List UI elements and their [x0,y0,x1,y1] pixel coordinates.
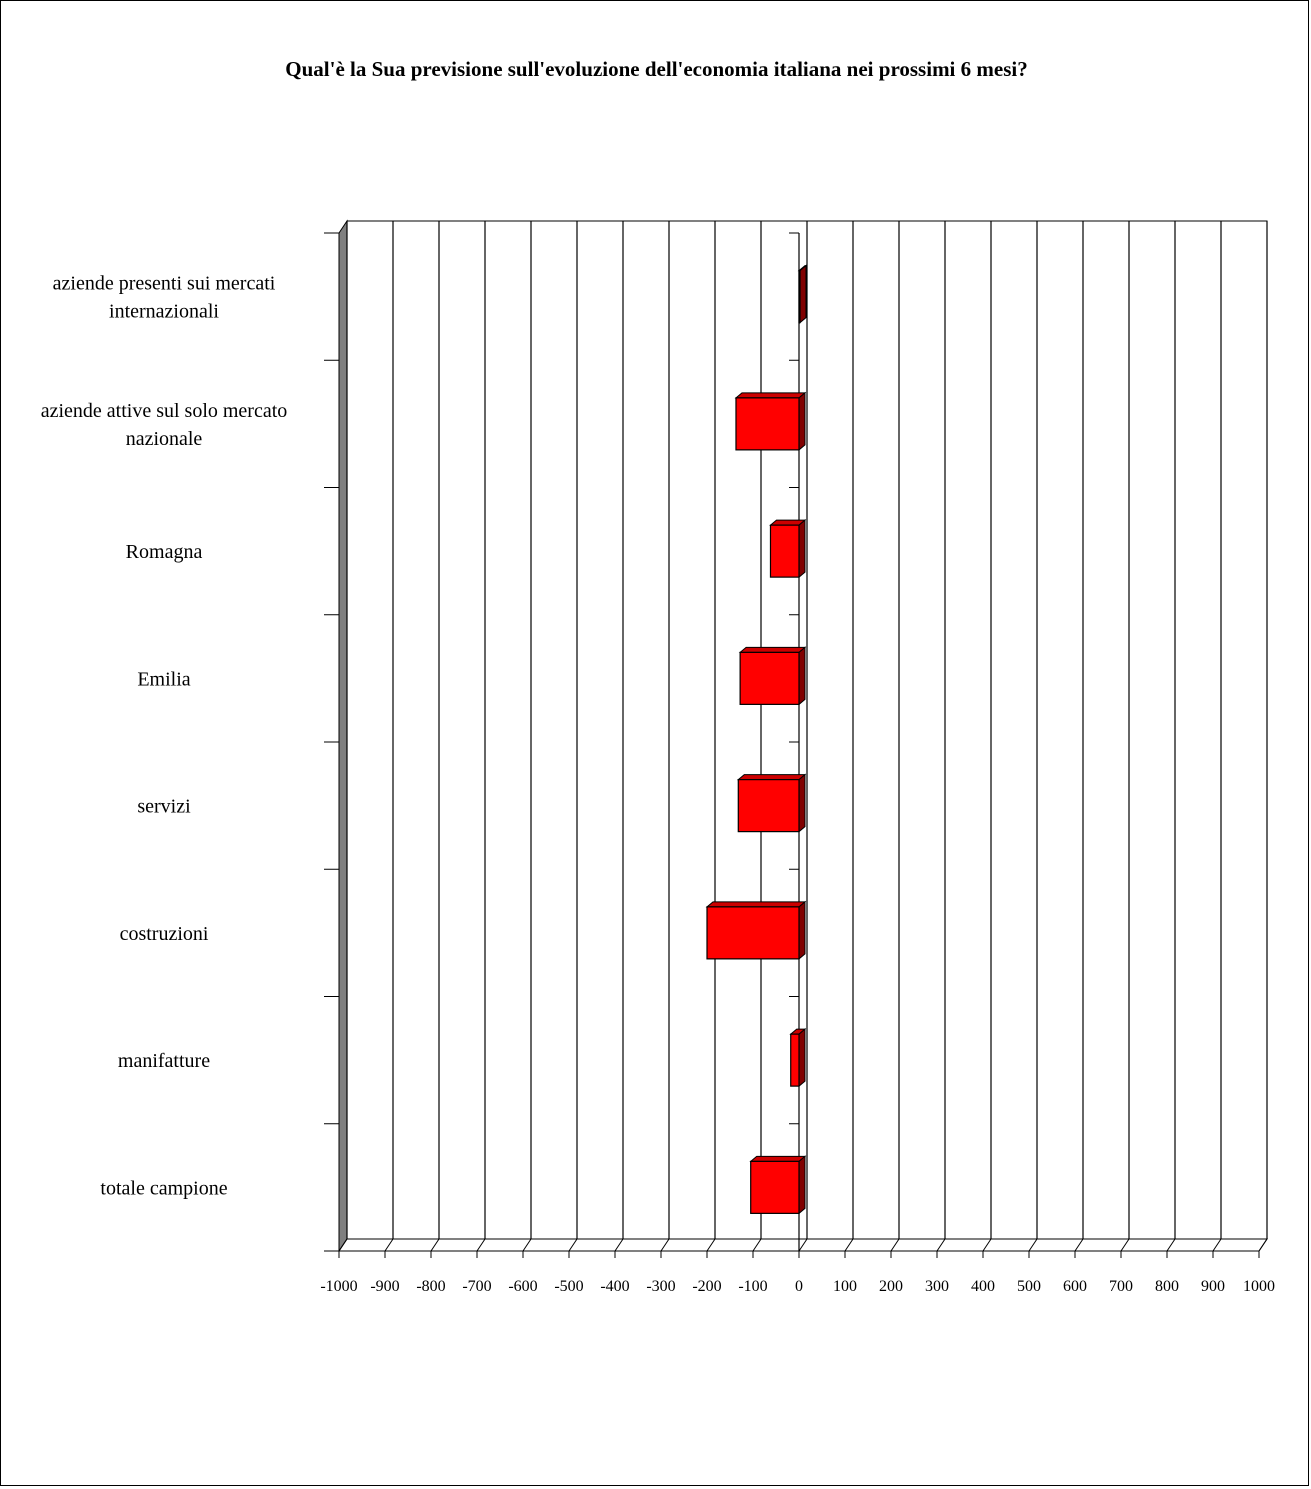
category-label: aziende attive sul solo mercato nazionale [41,400,288,450]
bar-front [737,779,800,833]
bar [705,900,807,960]
floor-gridline [338,1238,348,1252]
chart-title: Qual'è la Sua previsione sull'evoluzione… [285,57,1028,81]
x-tick-label: -400 [600,1278,629,1295]
bar-top [705,901,807,908]
bar-side [798,1155,806,1215]
x-tick-label: 0 [795,1278,803,1295]
bar [738,646,807,706]
floor-gridline [430,1238,440,1252]
x-tick-label: -800 [416,1278,445,1295]
bar-side [798,1028,806,1088]
floor-gridline [660,1238,670,1252]
category-label: totale campione [100,1177,227,1199]
bar-front [750,1160,800,1214]
x-tick-label: 100 [833,1278,857,1295]
floor-gridline [568,1238,578,1252]
x-tick-label: -700 [462,1278,491,1295]
x-tick-label: -200 [692,1278,721,1295]
floor-gridline [1166,1238,1176,1252]
floor-gridline [384,1238,394,1252]
bar-front [798,270,801,324]
x-tick-label: -500 [554,1278,583,1295]
x-tick-label: 500 [1017,1278,1041,1295]
bar [736,773,807,833]
category-label: manifatture [118,1050,210,1072]
category-label: Emilia [137,668,190,690]
floor-gridline [1074,1238,1084,1252]
bar [734,391,807,451]
x-tick-label: 700 [1109,1278,1133,1295]
x-tick-label: 800 [1155,1278,1179,1295]
floor-gridline [1212,1238,1222,1252]
x-tick-label: -1000 [320,1278,357,1295]
x-tick-label: -600 [508,1278,537,1295]
category-label: aziende presenti sui mercati internaziona… [53,273,276,323]
bar-top [736,774,807,781]
bar-side [798,900,806,960]
floor-gridline [1028,1238,1038,1252]
x-tick-label: -900 [370,1278,399,1295]
bar-front [790,1033,800,1087]
category-label: servizi [137,796,191,818]
x-tick-label: -100 [738,1278,767,1295]
floor-gridline [936,1238,946,1252]
bar-side [798,773,806,833]
bar-top [734,392,807,399]
bar-front [706,906,800,960]
floor-gridline [522,1238,532,1252]
floor-gridline [752,1238,762,1252]
bar-top [738,646,807,653]
x-tick-label: 900 [1201,1278,1225,1295]
floor-gridline [798,1238,808,1252]
floor-gridline [476,1238,486,1252]
bar [769,519,807,579]
floor-gridline [844,1238,854,1252]
bar-front [739,651,800,705]
floor-gridline [1120,1238,1130,1252]
bar [749,1155,807,1215]
bar-side [798,391,806,451]
bar-side [799,264,807,324]
x-tick-label: 1000 [1243,1278,1275,1295]
x-tick-label: 200 [879,1278,903,1295]
x-tick-label: 400 [971,1278,995,1295]
x-tick-label: 600 [1063,1278,1087,1295]
floor-gridline [614,1238,624,1252]
x-tick-label: -300 [646,1278,675,1295]
bar [789,1028,807,1088]
bar [797,264,808,324]
bar-side [798,519,806,579]
bar-front [769,524,800,578]
category-label: costruzioni [120,923,209,945]
category-label: Romagna [126,541,203,563]
side-wall [338,219,348,1253]
x-tick-label: 300 [925,1278,949,1295]
bar-side [798,646,806,706]
bar-front [735,397,800,451]
floor-gridline [706,1238,716,1252]
floor-gridline [1258,1238,1268,1252]
bar-top [749,1155,807,1162]
floor-gridline [982,1238,992,1252]
floor-gridline [890,1238,900,1252]
